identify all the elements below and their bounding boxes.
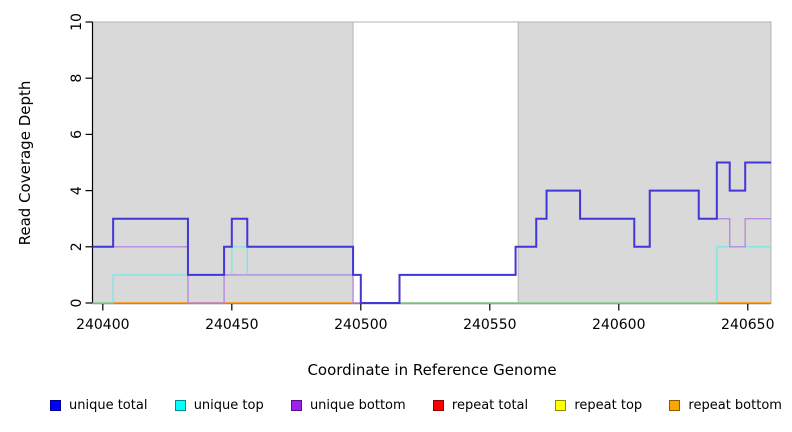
shaded-region (517, 21, 772, 304)
legend-swatch-unique-bottom (290, 400, 302, 411)
legend-label: unique bottom (309, 398, 406, 413)
y-tick-label: 10 (69, 13, 85, 31)
legend-item-unique-total: unique total (50, 399, 147, 412)
legend-label: repeat total (451, 398, 529, 413)
legend-label: repeat top (574, 398, 643, 413)
x-tick-label: 240550 (463, 317, 516, 333)
legend-item-unique-bottom: unique bottom (290, 398, 406, 413)
series-lines (92, 161, 771, 304)
legend-label: repeat bottom (688, 398, 782, 413)
x-tick-label: 240600 (592, 317, 645, 333)
y-tick-label: 0 (69, 299, 85, 308)
legend-swatch-unique-total (50, 400, 61, 411)
legend-swatch-repeat-bottom (669, 400, 681, 411)
x-tick-label: 240500 (334, 317, 387, 333)
shaded-repeat-regions (92, 21, 772, 304)
legend-item-repeat-bottom: repeat bottom (669, 399, 782, 412)
legend: unique total unique top unique bottom re… (50, 399, 782, 412)
legend-item-repeat-top: repeat top (555, 399, 642, 412)
legend-swatch-unique-top (174, 400, 186, 411)
series-unique-top-line (92, 246, 771, 304)
y-tick-label: 8 (69, 74, 85, 83)
x-tick-label: 240450 (205, 317, 258, 333)
series-unique-total-line (92, 161, 771, 304)
shaded-region (92, 21, 354, 304)
y-tick-label: 4 (69, 186, 85, 195)
coverage-chart-svg: 0 2 4 6 8 10 240400 240450 240500 240550 240600 240… (16, 13, 775, 379)
legend-label: unique top (193, 398, 264, 413)
y-tick-label: 2 (69, 242, 85, 251)
legend-item-unique-top: unique top (174, 398, 264, 413)
y-axis-label: Read Coverage Depth (16, 81, 34, 246)
x-tick-label: 240400 (76, 317, 129, 333)
x-tick-label: 240650 (721, 317, 774, 333)
y-tick-label: 6 (69, 130, 85, 139)
legend-item-repeat-total: repeat total (432, 398, 529, 413)
legend-swatch-repeat-total (432, 400, 444, 411)
x-axis-label: Coordinate in Reference Genome (307, 361, 556, 379)
legend-swatch-repeat-top (555, 400, 567, 411)
legend-label: unique total (69, 398, 148, 413)
